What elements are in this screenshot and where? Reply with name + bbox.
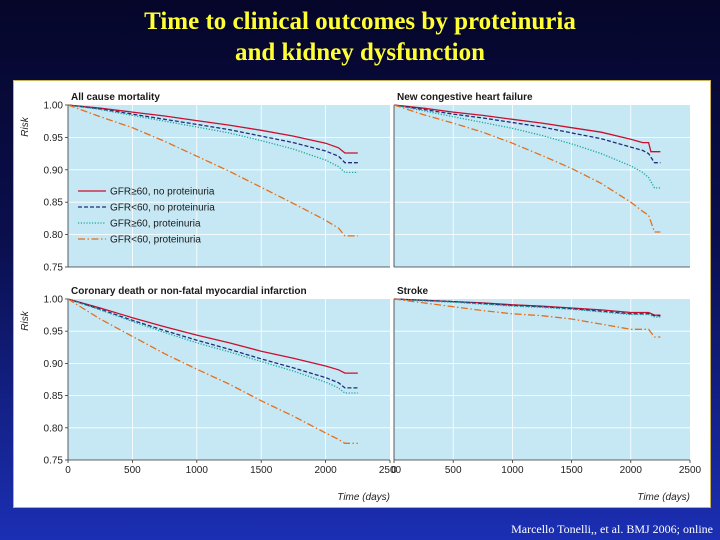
figure-panel: All cause mortality 1.00 0.95 0.90 0.85 0.80 0… (13, 80, 711, 508)
legend-entry-label: GFR≥60, proteinuria (110, 219, 201, 230)
chart-title: Coronary death or non-fatal myocardial i… (71, 286, 307, 297)
series-line-solid (393, 104, 661, 153)
chart-title: Stroke (397, 286, 429, 297)
series-line-dashed (393, 104, 661, 164)
legend-entry-label: GFR<60, proteinuria (110, 235, 201, 246)
y-tick-label: 0.90 (44, 165, 64, 176)
x-tick-label: 1000 (501, 465, 524, 476)
y-tick-label: 0.85 (44, 198, 64, 209)
series-line-dashdot (67, 298, 358, 444)
series-line-dashed (67, 298, 358, 389)
gridlines (68, 105, 390, 267)
legend-entry-label: GFR<60, no proteinuria (110, 203, 215, 214)
citation: Marcello Tonelli,, et al. BMJ 2006; onli… (511, 522, 713, 536)
gridlines (394, 105, 690, 267)
x-tick-label: 1500 (250, 465, 273, 476)
x-tick-label: 0 (65, 465, 71, 476)
y-axis-label: Risk (20, 116, 31, 136)
slide-title-line-2: and kidney dysfunction (234, 39, 486, 66)
y-axis-label: Risk (20, 310, 31, 330)
series-line-dashdot (67, 104, 358, 237)
plot-background (394, 105, 690, 267)
gridlines (394, 299, 690, 460)
series-line-dotted (67, 104, 358, 174)
chart-title: All cause mortality (71, 92, 160, 103)
x-tick-label: 2500 (679, 465, 702, 476)
chart-panel-1: All cause mortality 1.00 0.95 0.90 0.85 0.80 0… (20, 92, 390, 274)
x-tick-label: 1000 (186, 465, 209, 476)
x-tick-label: 2500 (379, 465, 402, 476)
slide-title-line-1: Time to clinical outcomes by proteinuria (144, 8, 576, 35)
y-tick-label: 0.95 (44, 133, 64, 144)
series-line-dashed (393, 298, 661, 317)
plot-background (68, 105, 390, 267)
chart-panel-3: Coronary death or non-fatal myocardial i… (20, 286, 402, 503)
legend-entry-label: GFR≥60, no proteinuria (110, 187, 215, 198)
x-tick-label: 0 (391, 465, 397, 476)
chart-title: New congestive heart failure (397, 92, 533, 103)
y-tick-label: 0.95 (44, 327, 64, 338)
y-tick-label: 0.80 (44, 230, 64, 241)
series-line-dotted (67, 298, 358, 394)
y-tick-label: 1.00 (44, 101, 64, 112)
y-tick-label: 0.85 (44, 391, 64, 402)
x-tick-label: 2000 (314, 465, 337, 476)
x-axis-label: Time (days) (637, 492, 690, 503)
x-tick-label: 500 (445, 465, 462, 476)
km-curves-figure: All cause mortality 1.00 0.95 0.90 0.85 0.80 0… (20, 92, 702, 503)
gridlines (68, 299, 390, 460)
chart-panel-4: Stroke 0 500 1000 1500 2000 2500 Time (days) (391, 286, 701, 503)
series-line-solid (67, 104, 358, 154)
x-tick-label: 500 (124, 465, 141, 476)
y-tick-label: 0.75 (44, 456, 64, 467)
y-tick-label: 0.75 (44, 263, 64, 274)
y-tick-label: 0.90 (44, 359, 64, 370)
series-line-dashed (67, 104, 358, 164)
series-line-solid (67, 298, 358, 374)
plot-background (394, 299, 690, 460)
series-line-dashdot (393, 298, 661, 338)
plot-background (68, 299, 390, 460)
series-line-dotted (393, 298, 661, 318)
slide-title: Time to clinical outcomes by proteinuria… (0, 6, 720, 68)
x-tick-label: 1500 (560, 465, 583, 476)
x-tick-label: 2000 (620, 465, 643, 476)
y-tick-label: 1.00 (44, 295, 64, 306)
y-tick-label: 0.80 (44, 423, 64, 434)
chart-panel-2: New congestive heart failure (393, 92, 690, 268)
x-axis-label: Time (days) (337, 492, 390, 503)
series-line-dotted (393, 104, 661, 189)
